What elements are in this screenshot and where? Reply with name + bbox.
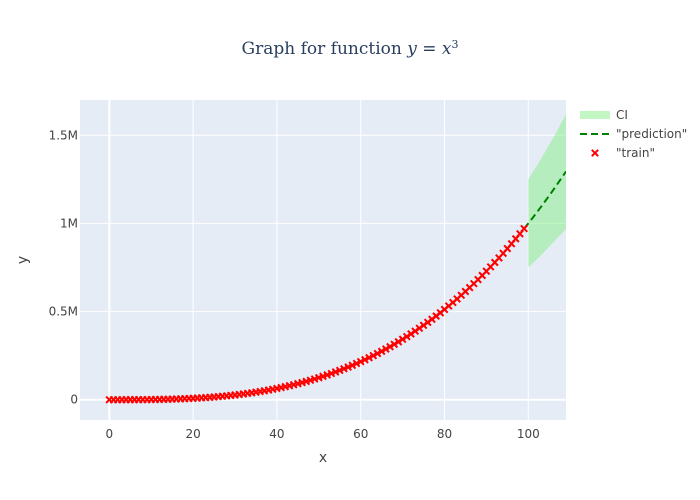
title-base: x <box>442 39 452 59</box>
legend-swatch-train <box>591 149 599 157</box>
train-point <box>373 349 382 358</box>
train-point <box>520 224 529 233</box>
train-point <box>390 340 399 349</box>
x-tick-label: 80 <box>437 427 452 441</box>
train-point <box>398 335 407 344</box>
y-tick-label: 0 <box>70 393 78 407</box>
x-tick-label: 40 <box>269 427 284 441</box>
legend-swatch-ci <box>580 111 610 119</box>
legend-label: "train" <box>616 146 655 160</box>
train-point <box>381 345 390 353</box>
train-point <box>331 368 340 376</box>
train-point <box>356 357 365 366</box>
x-tick-label: 0 <box>106 427 114 441</box>
train-point <box>394 337 403 346</box>
y-tick-label: 0.5M <box>49 305 78 319</box>
title-eq: = <box>417 39 442 59</box>
x-tick-label: 60 <box>353 427 368 441</box>
train-point <box>369 351 378 360</box>
plot-area <box>80 100 566 420</box>
ci-band <box>528 114 566 268</box>
y-tick-label: 1.5M <box>49 128 78 142</box>
train-point <box>340 364 348 373</box>
train-point <box>402 332 411 341</box>
legend: CI "prediction" "train" <box>580 108 687 160</box>
grid <box>80 100 566 420</box>
plotted-series <box>105 114 566 404</box>
legend-item[interactable]: "prediction" <box>580 127 687 141</box>
train-point <box>360 355 369 364</box>
legend-label: "prediction" <box>616 127 687 141</box>
title-var: y <box>406 39 417 59</box>
x-tick-label: 20 <box>185 427 200 441</box>
train-point <box>365 353 373 362</box>
x-axis-title: x <box>319 450 327 466</box>
train-point <box>335 366 344 375</box>
train-point <box>386 342 394 351</box>
prediction-line <box>523 170 566 230</box>
data-layer <box>105 114 566 404</box>
legend-item[interactable]: "train" <box>591 146 655 160</box>
train-point <box>348 361 357 370</box>
title-exponent: 3 <box>451 38 458 51</box>
axes: 0 20 40 60 80 100 0 0.5M 1M 1.5M <box>49 128 540 441</box>
chart-title: Graph for function y = x3 <box>242 38 459 60</box>
train-point <box>377 347 386 356</box>
x-tick-label: 100 <box>517 427 540 441</box>
y-axis-title: y <box>15 256 31 264</box>
legend-label: CI <box>616 108 628 122</box>
train-point <box>352 359 361 368</box>
y-tick-label: 1M <box>60 216 78 230</box>
train-point <box>327 369 336 378</box>
train-point <box>344 363 353 371</box>
legend-item[interactable]: CI <box>580 108 628 122</box>
title-prefix: Graph for function <box>242 39 408 59</box>
